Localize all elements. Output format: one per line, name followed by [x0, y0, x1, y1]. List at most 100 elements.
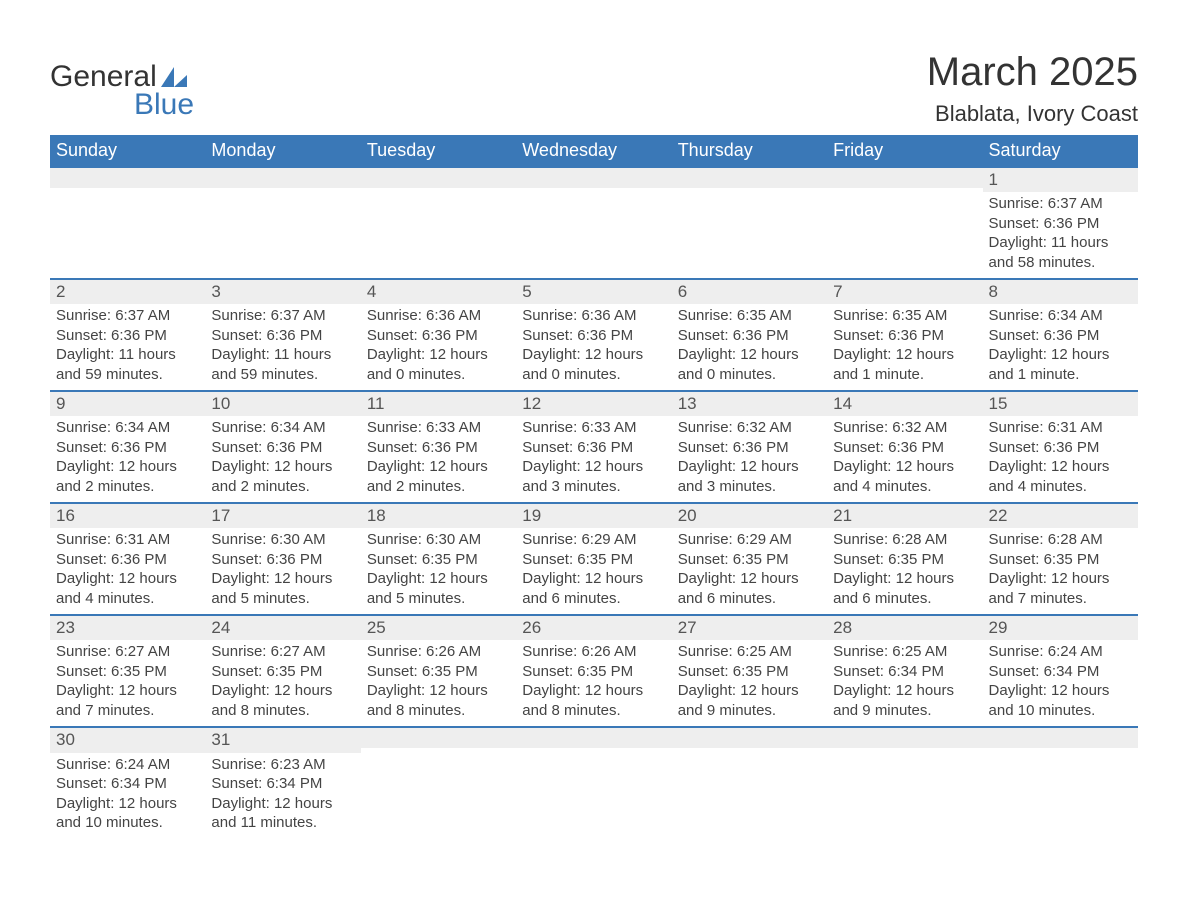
day-info-cell: Sunrise: 6:35 AMSunset: 6:36 PMDaylight:…	[672, 304, 827, 390]
week-daybody-row: Sunrise: 6:37 AMSunset: 6:36 PMDaylight:…	[50, 192, 1138, 278]
day-info-cell: Sunrise: 6:28 AMSunset: 6:35 PMDaylight:…	[983, 528, 1138, 614]
day-info-cell	[361, 753, 516, 839]
sunrise-line: Sunrise: 6:27 AM	[211, 642, 354, 662]
day-date-cell	[516, 166, 671, 192]
calendar-table: Sunday Monday Tuesday Wednesday Thursday…	[50, 135, 1138, 839]
sunset-line: Sunset: 6:36 PM	[367, 438, 510, 458]
day-details: Sunrise: 6:33 AMSunset: 6:36 PMDaylight:…	[516, 416, 671, 502]
day-details: Sunrise: 6:28 AMSunset: 6:35 PMDaylight:…	[983, 528, 1138, 614]
day-date-cell	[205, 166, 360, 192]
daylight-line: Daylight: 12 hours and 4 minutes.	[833, 457, 976, 496]
day-details: Sunrise: 6:36 AMSunset: 6:36 PMDaylight:…	[516, 304, 671, 390]
calendar-body: 1Sunrise: 6:37 AMSunset: 6:36 PMDaylight…	[50, 166, 1138, 839]
brand-flag-icon	[161, 67, 187, 87]
sunset-line: Sunset: 6:35 PM	[367, 550, 510, 570]
day-info-cell: Sunrise: 6:28 AMSunset: 6:35 PMDaylight:…	[827, 528, 982, 614]
sunset-line: Sunset: 6:36 PM	[522, 438, 665, 458]
day-details: Sunrise: 6:29 AMSunset: 6:35 PMDaylight:…	[516, 528, 671, 614]
day-info-cell: Sunrise: 6:23 AMSunset: 6:34 PMDaylight:…	[205, 753, 360, 839]
day-number: 12	[516, 390, 671, 416]
day-info-cell: Sunrise: 6:29 AMSunset: 6:35 PMDaylight:…	[672, 528, 827, 614]
day-details: Sunrise: 6:29 AMSunset: 6:35 PMDaylight:…	[672, 528, 827, 614]
sunset-line: Sunset: 6:36 PM	[989, 214, 1132, 234]
day-date-cell: 11	[361, 390, 516, 416]
day-number: 17	[205, 502, 360, 528]
day-number: 4	[361, 278, 516, 304]
day-number: 13	[672, 390, 827, 416]
sunset-line: Sunset: 6:36 PM	[522, 326, 665, 346]
brand-name-accent: Blue	[134, 88, 194, 122]
daylight-line: Daylight: 12 hours and 10 minutes.	[989, 681, 1132, 720]
sunrise-line: Sunrise: 6:28 AM	[833, 530, 976, 550]
day-number: 3	[205, 278, 360, 304]
day-number: 6	[672, 278, 827, 304]
day-date-cell	[50, 166, 205, 192]
day-details: Sunrise: 6:30 AMSunset: 6:36 PMDaylight:…	[205, 528, 360, 614]
weekday-header: Saturday	[983, 135, 1138, 166]
daylight-line: Daylight: 11 hours and 59 minutes.	[211, 345, 354, 384]
day-number: 23	[50, 614, 205, 640]
day-info-cell: Sunrise: 6:27 AMSunset: 6:35 PMDaylight:…	[205, 640, 360, 726]
daylight-line: Daylight: 12 hours and 6 minutes.	[833, 569, 976, 608]
day-details: Sunrise: 6:35 AMSunset: 6:36 PMDaylight:…	[672, 304, 827, 390]
sunrise-line: Sunrise: 6:34 AM	[211, 418, 354, 438]
daylight-line: Daylight: 12 hours and 3 minutes.	[678, 457, 821, 496]
day-number: 24	[205, 614, 360, 640]
sunrise-line: Sunrise: 6:33 AM	[522, 418, 665, 438]
day-date-cell: 23	[50, 614, 205, 640]
daylight-line: Daylight: 12 hours and 2 minutes.	[211, 457, 354, 496]
day-info-cell	[983, 753, 1138, 839]
sunset-line: Sunset: 6:35 PM	[56, 662, 199, 682]
day-info-cell	[361, 192, 516, 278]
sunrise-line: Sunrise: 6:36 AM	[522, 306, 665, 326]
day-number: 31	[205, 726, 360, 752]
day-details: Sunrise: 6:26 AMSunset: 6:35 PMDaylight:…	[361, 640, 516, 726]
day-details: Sunrise: 6:28 AMSunset: 6:35 PMDaylight:…	[827, 528, 982, 614]
daylight-line: Daylight: 12 hours and 8 minutes.	[522, 681, 665, 720]
day-date-cell: 30	[50, 726, 205, 752]
week-dayhead-row: 1	[50, 166, 1138, 192]
day-details: Sunrise: 6:35 AMSunset: 6:36 PMDaylight:…	[827, 304, 982, 390]
sunrise-line: Sunrise: 6:25 AM	[678, 642, 821, 662]
day-info-cell: Sunrise: 6:32 AMSunset: 6:36 PMDaylight:…	[827, 416, 982, 502]
day-info-cell: Sunrise: 6:31 AMSunset: 6:36 PMDaylight:…	[50, 528, 205, 614]
day-info-cell: Sunrise: 6:25 AMSunset: 6:35 PMDaylight:…	[672, 640, 827, 726]
day-number: 21	[827, 502, 982, 528]
sunset-line: Sunset: 6:36 PM	[833, 438, 976, 458]
day-info-cell: Sunrise: 6:37 AMSunset: 6:36 PMDaylight:…	[983, 192, 1138, 278]
sunset-line: Sunset: 6:36 PM	[211, 438, 354, 458]
daylight-line: Daylight: 11 hours and 58 minutes.	[989, 233, 1132, 272]
day-info-cell: Sunrise: 6:37 AMSunset: 6:36 PMDaylight:…	[205, 304, 360, 390]
day-date-cell	[672, 166, 827, 192]
sunrise-line: Sunrise: 6:34 AM	[989, 306, 1132, 326]
sunrise-line: Sunrise: 6:37 AM	[211, 306, 354, 326]
day-number: 2	[50, 278, 205, 304]
day-date-cell	[827, 726, 982, 752]
sunset-line: Sunset: 6:35 PM	[367, 662, 510, 682]
day-info-cell: Sunrise: 6:36 AMSunset: 6:36 PMDaylight:…	[516, 304, 671, 390]
day-date-cell: 6	[672, 278, 827, 304]
day-date-cell: 14	[827, 390, 982, 416]
empty-day-head	[672, 166, 827, 188]
week-dayhead-row: 23242526272829	[50, 614, 1138, 640]
sunrise-line: Sunrise: 6:31 AM	[56, 530, 199, 550]
day-details: Sunrise: 6:30 AMSunset: 6:35 PMDaylight:…	[361, 528, 516, 614]
location-label: Blablata, Ivory Coast	[927, 101, 1138, 127]
day-details: Sunrise: 6:32 AMSunset: 6:36 PMDaylight:…	[827, 416, 982, 502]
weekday-header-row: Sunday Monday Tuesday Wednesday Thursday…	[50, 135, 1138, 166]
day-date-cell: 22	[983, 502, 1138, 528]
empty-day-head	[827, 726, 982, 748]
day-info-cell	[205, 192, 360, 278]
day-date-cell: 3	[205, 278, 360, 304]
daylight-line: Daylight: 12 hours and 11 minutes.	[211, 794, 354, 833]
day-date-cell: 15	[983, 390, 1138, 416]
day-number: 28	[827, 614, 982, 640]
day-info-cell: Sunrise: 6:34 AMSunset: 6:36 PMDaylight:…	[205, 416, 360, 502]
day-info-cell: Sunrise: 6:33 AMSunset: 6:36 PMDaylight:…	[361, 416, 516, 502]
empty-day-head	[827, 166, 982, 188]
week-daybody-row: Sunrise: 6:27 AM Sunset: 6:35 PM Daylight:…	[50, 640, 1138, 726]
day-info-cell: Sunrise: 6:30 AMSunset: 6:36 PMDaylight:…	[205, 528, 360, 614]
week-daybody-row: Sunrise: 6:31 AMSunset: 6:36 PMDaylight:…	[50, 528, 1138, 614]
day-info-cell: Sunrise: 6:35 AMSunset: 6:36 PMDaylight:…	[827, 304, 982, 390]
sunrise-line: Sunrise: 6:35 AM	[678, 306, 821, 326]
